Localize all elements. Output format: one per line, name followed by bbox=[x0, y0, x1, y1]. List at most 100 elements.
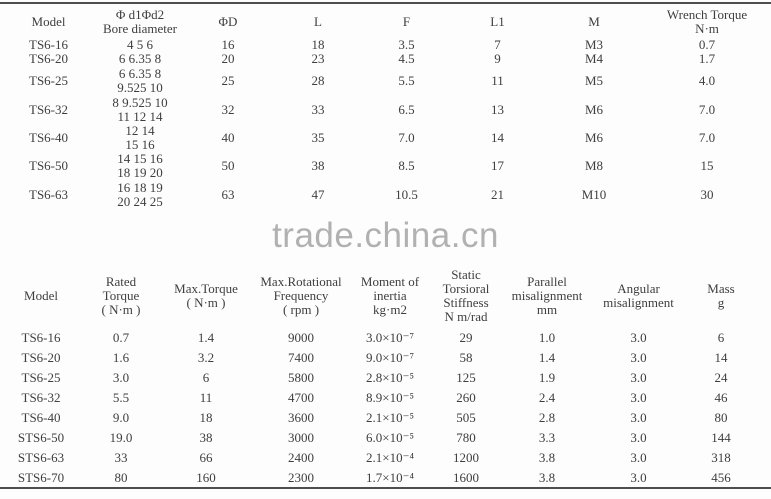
table-cell: 8 9.525 10 11 12 14 bbox=[112, 94, 168, 124]
table-cell: 21 bbox=[491, 187, 504, 203]
performance-table-body: TS6-16 0.7 1.4 9000 3.0×10⁻⁷ 29 1.0 3.0 6 TS6-20 1… bbox=[0, 328, 771, 488]
table-cell: 47 bbox=[311, 187, 325, 203]
column-header: Angular misalignment bbox=[603, 281, 674, 310]
performance-table-head: Model Rated Torque ( N·m ) Max.Torque ( N·… bbox=[0, 264, 771, 328]
table-cell: 33 bbox=[114, 450, 128, 466]
dimension-table-head: Model Φ d1Φd2 Bore diameter ΦD L F L1 M Wrench … bbox=[0, 5, 771, 38]
table-cell: 5.5 bbox=[112, 390, 130, 406]
table-cell: 1600 bbox=[453, 470, 479, 486]
column-header: Max.Rotational Frequency ( rpm ) bbox=[260, 274, 342, 317]
table-cell: 4 5 6 bbox=[127, 37, 153, 53]
table-cell: 12 14 15 16 bbox=[125, 123, 155, 152]
table-cell: 0.7 bbox=[698, 37, 716, 53]
table-cell: M8 bbox=[584, 157, 604, 173]
table-cell: 28 bbox=[311, 72, 325, 88]
model-cell: TS6-32 bbox=[21, 390, 61, 406]
table-cell: 3000 bbox=[288, 430, 314, 446]
table-cell: 11 bbox=[199, 390, 213, 406]
column-header: Parallel misalignment mm bbox=[511, 274, 583, 317]
table-cell: 9000 bbox=[288, 330, 314, 346]
table-cell: 3.8 bbox=[538, 470, 556, 486]
table-cell: 38 bbox=[199, 430, 213, 446]
table-cell: 9 bbox=[494, 51, 501, 67]
table-row: TS6-63 16 18 19 20 24 25 63 47 10.5 21 M10 30 bbox=[0, 180, 771, 211]
table-cell: 18 bbox=[311, 37, 325, 53]
table-cell: 3.0 bbox=[630, 390, 647, 406]
table-cell: 7 bbox=[494, 37, 501, 53]
table-cell: 318 bbox=[711, 450, 731, 466]
table-cell: 40 bbox=[221, 129, 235, 145]
column-header: F bbox=[402, 13, 411, 29]
table-cell: 3.0 bbox=[630, 350, 647, 366]
table-cell: 13 bbox=[491, 101, 504, 117]
table-cell: M6 bbox=[584, 101, 604, 117]
table-row: TS6-32 8 9.525 10 11 12 14 32 33 6.5 13 M6 7.0 bbox=[0, 95, 771, 124]
table-cell: 7.0 bbox=[398, 129, 415, 145]
table-row: TS6-20 6 6.35 8 20 23 4.5 9 M4 1.7 bbox=[0, 52, 771, 66]
column-header: Model bbox=[24, 288, 58, 304]
model-cell: TS6-16 bbox=[29, 37, 68, 53]
column-header: Static Torsioral Stiffness N m/rad bbox=[442, 267, 490, 324]
model-cell: TS6-16 bbox=[21, 330, 61, 346]
table-cell: 3.2 bbox=[197, 350, 215, 366]
model-cell: STS6-63 bbox=[17, 450, 65, 466]
dimension-spec-table: Model Φ d1Φd2 Bore diameter ΦD L F L1 M Wrench … bbox=[0, 5, 771, 211]
model-cell: TS6-63 bbox=[29, 187, 68, 203]
table-cell: 66 bbox=[199, 450, 213, 466]
table-cell: 15 bbox=[700, 157, 714, 173]
table-cell: 160 bbox=[196, 470, 216, 486]
table-row: TS6-25 6 6.35 8 9.525 10 25 28 5.5 11 M5 4.0 bbox=[0, 66, 771, 95]
header-row: Model Φ d1Φd2 Bore diameter ΦD L F L1 M Wrench … bbox=[0, 5, 771, 38]
column-header: Mass g bbox=[707, 281, 735, 310]
table-cell: 7.0 bbox=[698, 129, 716, 145]
performance-spec-table: Model Rated Torque ( N·m ) Max.Torque ( N·… bbox=[0, 264, 771, 488]
table-cell: 6.5 bbox=[398, 101, 415, 117]
table-row: TS6-20 1.6 3.2 7400 9.0×10⁻⁷ 58 1.4 3.0 14 bbox=[0, 348, 771, 368]
table-cell: 6 bbox=[202, 370, 210, 386]
column-header: ΦD bbox=[218, 13, 238, 29]
table-cell: 32 bbox=[221, 101, 235, 117]
table-cell: 5800 bbox=[288, 370, 314, 386]
table-cell: 33 bbox=[311, 101, 325, 117]
table-cell: 16 18 19 20 24 25 bbox=[117, 180, 163, 210]
table-cell: 1.7×10⁻⁴ bbox=[366, 470, 414, 486]
table-cell: 1.4 bbox=[197, 330, 215, 346]
table-cell: 24 bbox=[714, 370, 728, 386]
bottom-divider bbox=[0, 487, 771, 489]
table-cell: 11 bbox=[491, 72, 504, 88]
table-cell: 7.0 bbox=[698, 101, 716, 117]
table-row: TS6-25 3.0 6 5800 2.8×10⁻⁵ 125 1.9 3.0 24 bbox=[0, 368, 771, 388]
table-cell: M5 bbox=[584, 72, 604, 88]
table-cell: 9.0×10⁻⁷ bbox=[366, 350, 414, 366]
table-cell: 3.0 bbox=[630, 410, 647, 426]
column-header: M bbox=[588, 13, 600, 29]
table-cell: M10 bbox=[581, 187, 607, 203]
table-cell: 3600 bbox=[288, 410, 314, 426]
table-cell: 2.1×10⁻⁴ bbox=[366, 450, 414, 466]
table-cell: 9.0 bbox=[112, 410, 130, 426]
table-cell: 19.0 bbox=[109, 430, 133, 446]
column-header: Rated Torque ( N·m ) bbox=[101, 274, 141, 317]
table-cell: 17 bbox=[491, 157, 504, 173]
table-cell: 20 bbox=[221, 51, 235, 67]
table-cell: 5.5 bbox=[398, 72, 415, 88]
table-row: STS6-63 33 66 2400 2.1×10⁻⁴ 1200 3.8 3.0 318 bbox=[0, 448, 771, 468]
table-cell: 125 bbox=[456, 370, 476, 386]
table-cell: 505 bbox=[456, 410, 476, 426]
table-cell: 6.0×10⁻⁵ bbox=[366, 430, 414, 446]
table-cell: 80 bbox=[114, 470, 128, 486]
table-cell: 1200 bbox=[453, 450, 479, 466]
table-row: STS6-70 80 160 2300 1.7×10⁻⁴ 1600 3.8 3.0 456 bbox=[0, 468, 771, 488]
table-cell: 3.0 bbox=[630, 470, 647, 486]
table-cell: 18 bbox=[199, 410, 213, 426]
table-cell: 3.5 bbox=[398, 37, 415, 53]
table-cell: 456 bbox=[711, 470, 731, 486]
table-cell: 30 bbox=[700, 187, 714, 203]
table-cell: 14 bbox=[714, 350, 728, 366]
model-cell: TS6-25 bbox=[29, 72, 68, 88]
table-cell: 6 6.35 8 bbox=[118, 51, 162, 67]
column-header: L bbox=[314, 13, 322, 29]
table-cell: 58 bbox=[459, 350, 473, 366]
table-cell: 16 bbox=[221, 37, 235, 53]
table-row: TS6-16 0.7 1.4 9000 3.0×10⁻⁷ 29 1.0 3.0 6 bbox=[0, 328, 771, 348]
